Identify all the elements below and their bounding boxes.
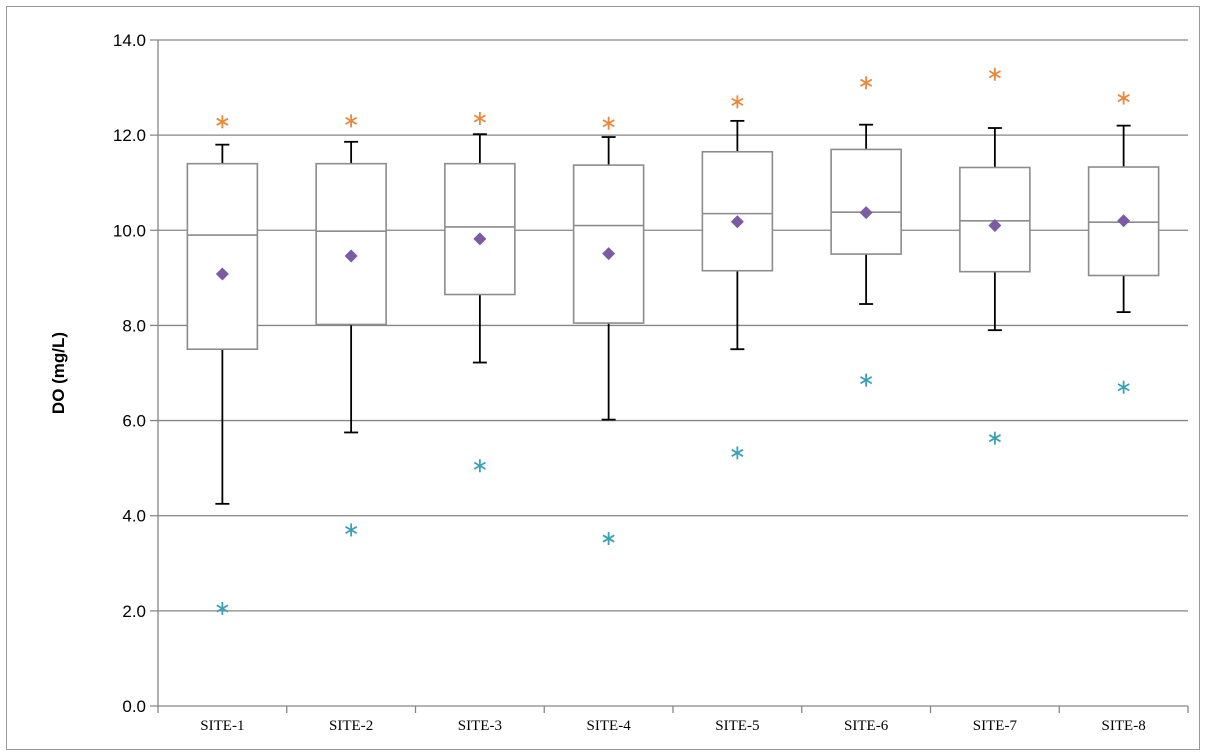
min-marker: [1117, 380, 1130, 394]
marker-stroke: [860, 78, 873, 87]
min-marker: [860, 373, 873, 387]
max-marker: [731, 95, 744, 109]
box-iqr: [830, 148, 902, 255]
x-category-label: SITE-3: [458, 718, 502, 734]
marker-stroke: [1117, 94, 1130, 103]
box-iqr: [572, 164, 645, 324]
marker-stroke: [473, 461, 486, 470]
min-marker: [988, 431, 1001, 445]
min-marker: [345, 523, 358, 537]
mean-marker: [215, 267, 229, 281]
mean-marker: [1117, 214, 1131, 228]
max-marker: [988, 67, 1001, 81]
box-iqr: [186, 162, 259, 351]
x-category-label: SITE-2: [329, 718, 373, 734]
y-tick-label: 12.0: [113, 126, 146, 145]
x-category-label: SITE-7: [973, 718, 1018, 734]
chart-frame: [6, 6, 1200, 750]
marker-stroke: [988, 70, 1001, 79]
max-marker: [1117, 91, 1130, 105]
box-group-site-2: [315, 140, 387, 434]
y-axis-title: DO (mg/L): [49, 332, 68, 414]
marker-stroke: [473, 114, 486, 123]
box-iqr: [444, 162, 516, 296]
y-tick-label: 0.0: [122, 697, 146, 716]
max-marker: [216, 115, 229, 129]
box-group-site-6: [830, 123, 902, 305]
y-tick-label: 4.0: [122, 507, 146, 526]
marker-stroke: [860, 376, 873, 385]
mean-marker: [730, 215, 744, 229]
min-marker: [216, 601, 229, 615]
min-marker: [602, 532, 615, 546]
box-group-site-8: [1087, 124, 1160, 314]
max-marker: [860, 76, 873, 90]
mean-marker: [988, 219, 1002, 233]
mean-marker: [344, 249, 358, 263]
box-group-site-1: [186, 143, 259, 505]
mean-marker: [473, 232, 487, 246]
marker-stroke: [216, 604, 229, 613]
max-marker: [473, 111, 486, 125]
box-group-site-3: [444, 133, 516, 364]
marker-stroke: [988, 434, 1001, 443]
min-marker: [731, 446, 744, 460]
box-iqr: [315, 162, 387, 326]
marker-stroke: [731, 97, 744, 106]
mean-marker: [859, 206, 873, 220]
max-marker: [345, 114, 358, 128]
box-group-site-4: [572, 136, 645, 421]
max-marker: [602, 116, 615, 130]
marker-stroke: [1117, 383, 1130, 392]
box-iqr: [1087, 166, 1160, 277]
min-marker: [473, 459, 486, 473]
y-tick-label: 14.0: [113, 31, 146, 50]
y-tick-label: 8.0: [122, 316, 146, 335]
marker-stroke: [345, 116, 358, 125]
x-category-label: SITE-1: [200, 718, 244, 734]
box-iqr: [701, 150, 774, 272]
marker-stroke: [345, 525, 358, 535]
x-category-label: SITE-6: [844, 718, 889, 734]
y-tick-label: 2.0: [122, 602, 146, 621]
marker-stroke: [216, 117, 229, 126]
marker-stroke: [602, 119, 615, 128]
y-tick-label: 10.0: [113, 221, 146, 240]
y-tick-label: 6.0: [122, 412, 146, 431]
x-category-label: SITE-4: [587, 718, 632, 734]
box-group-site-5: [701, 119, 774, 351]
x-category-label: SITE-8: [1102, 718, 1146, 734]
marker-stroke: [731, 448, 744, 457]
marker-stroke: [602, 534, 615, 543]
box-group-site-7: [959, 127, 1031, 332]
mean-marker: [602, 247, 616, 261]
x-category-label: SITE-5: [715, 718, 759, 734]
